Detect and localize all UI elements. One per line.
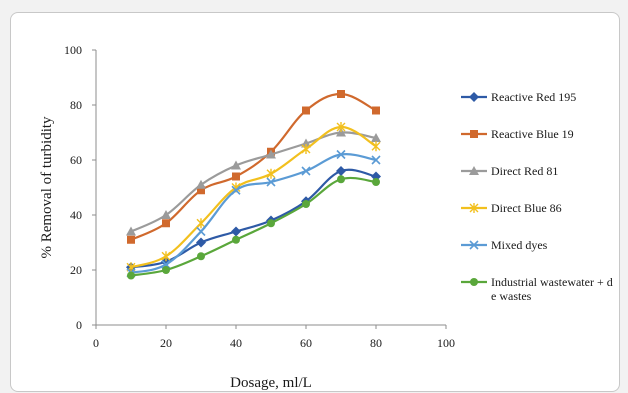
data-point bbox=[266, 149, 276, 159]
legend-marker bbox=[470, 130, 478, 138]
x-tick-label: 80 bbox=[370, 336, 382, 350]
data-point bbox=[231, 160, 241, 170]
legend-marker bbox=[470, 278, 478, 286]
data-point bbox=[301, 138, 311, 148]
y-tick-label: 0 bbox=[76, 318, 82, 332]
data-point bbox=[336, 149, 346, 160]
data-point bbox=[232, 235, 240, 244]
data-point bbox=[301, 144, 311, 154]
data-point bbox=[196, 226, 206, 237]
data-point bbox=[371, 155, 381, 165]
data-point bbox=[336, 166, 346, 176]
data-point bbox=[197, 252, 205, 261]
legend-label: Reactive Blue 19 bbox=[491, 127, 574, 141]
data-point bbox=[302, 200, 310, 208]
legend-label: Mixed dyes bbox=[491, 238, 548, 252]
data-point bbox=[266, 168, 276, 179]
y-axis-title: % Removal of turbidity bbox=[39, 116, 55, 259]
data-point bbox=[161, 210, 171, 219]
data-point bbox=[371, 133, 381, 142]
x-tick-label: 0 bbox=[93, 336, 99, 350]
x-tick-label: 60 bbox=[300, 336, 312, 350]
y-tick-label: 60 bbox=[70, 153, 82, 167]
data-point bbox=[126, 226, 136, 236]
data-point bbox=[371, 141, 381, 152]
x-tick-label: 40 bbox=[230, 336, 242, 350]
line-chart: 0 20 40 60 80 100 0 20 40 60 80 100 % Removal of tur… bbox=[39, 43, 613, 391]
data-point bbox=[301, 166, 311, 176]
data-point bbox=[337, 90, 345, 98]
data-point bbox=[231, 185, 241, 195]
legend-label: Reactive Red 195 bbox=[491, 90, 576, 104]
data-point bbox=[162, 219, 170, 228]
data-point bbox=[161, 251, 171, 262]
data-point bbox=[232, 172, 240, 181]
y-tick-label: 80 bbox=[70, 98, 82, 112]
y-tick-label: 100 bbox=[64, 43, 82, 57]
legend-marker bbox=[469, 240, 479, 250]
legend-marker bbox=[469, 92, 479, 102]
legend-label: Direct Blue 86 bbox=[491, 201, 562, 215]
legend-marker bbox=[469, 166, 479, 175]
data-point bbox=[162, 266, 170, 274]
x-tick-label: 20 bbox=[160, 336, 172, 350]
data-point bbox=[231, 226, 241, 237]
data-point bbox=[337, 175, 345, 184]
chart-frame: 0 20 40 60 80 100 0 20 40 60 80 100 % Removal of tur… bbox=[10, 12, 620, 392]
data-point bbox=[372, 178, 380, 186]
legend-label: Direct Red 81 bbox=[491, 164, 558, 178]
x-axis-title: Dosage, ml/L bbox=[230, 375, 312, 391]
data-point bbox=[127, 235, 135, 244]
data-point bbox=[127, 271, 135, 280]
data-point bbox=[336, 122, 346, 132]
data-point bbox=[196, 218, 206, 229]
y-tick-label: 20 bbox=[70, 263, 82, 277]
data-point bbox=[197, 186, 205, 195]
data-point bbox=[302, 106, 310, 115]
data-point bbox=[372, 106, 380, 115]
x-tick-label: 100 bbox=[437, 336, 455, 350]
data-point bbox=[196, 179, 206, 189]
legend-marker bbox=[469, 203, 479, 213]
data-point bbox=[267, 219, 275, 228]
y-tick-label: 40 bbox=[70, 208, 82, 222]
series-line-4 bbox=[130, 125, 377, 269]
data-point bbox=[196, 237, 206, 248]
data-point bbox=[266, 177, 276, 187]
series-line-3 bbox=[130, 131, 377, 233]
